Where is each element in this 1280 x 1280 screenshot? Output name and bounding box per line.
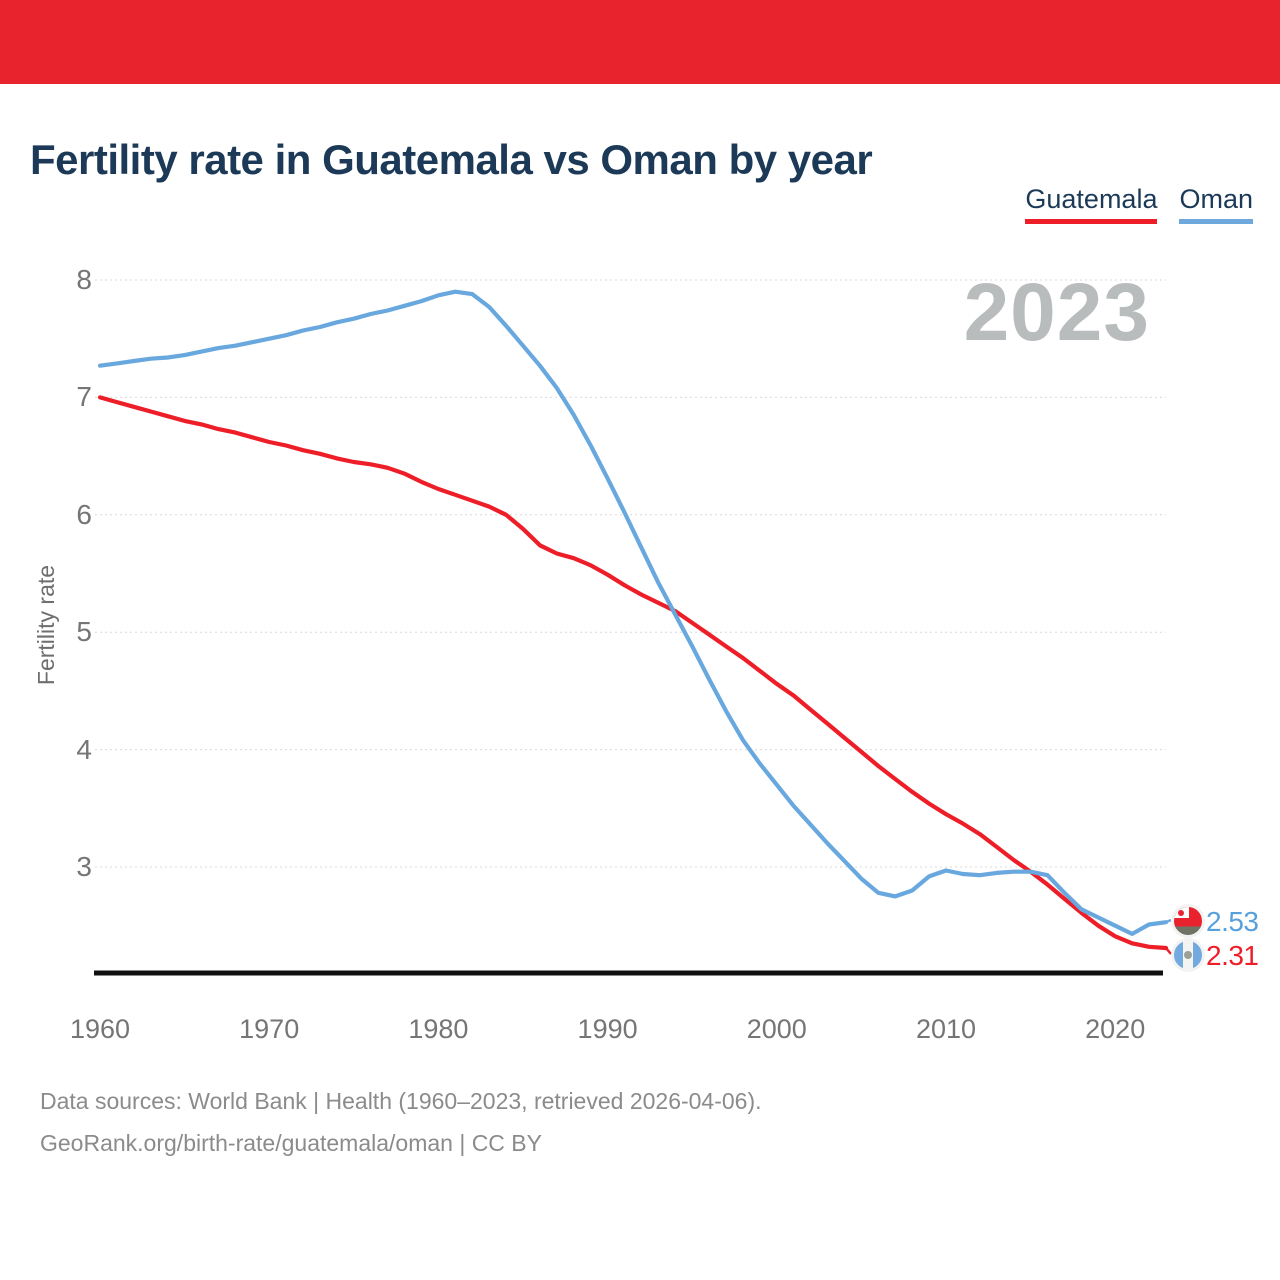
guatemala-end-value: 2.31 — [1206, 940, 1259, 971]
oman-end-value: 2.53 — [1206, 906, 1259, 937]
y-tick-label: 5 — [76, 616, 92, 648]
legend-label-oman: Oman — [1179, 184, 1253, 214]
top-banner — [0, 0, 1280, 84]
x-tick-label: 2010 — [915, 1014, 977, 1044]
x-tick-label: 1970 — [239, 1014, 300, 1044]
oman-flag-icon — [1171, 904, 1205, 938]
legend: Guatemala Oman — [1025, 184, 1253, 224]
chart-footer: Data sources: World Bank | Health (1960–… — [40, 1080, 762, 1164]
x-tick-label: 2020 — [1085, 1014, 1146, 1044]
x-tick-label: 1960 — [69, 1014, 131, 1044]
legend-label-guatemala: Guatemala — [1025, 184, 1158, 214]
year-watermark: 2023 — [963, 267, 1150, 358]
data-sources-note: Data sources: World Bank | Health (1960–… — [40, 1088, 762, 1114]
x-tick-label: 1990 — [577, 1014, 638, 1044]
guatemala-flag-emblem — [1184, 951, 1192, 959]
legend-item-guatemala[interactable]: Guatemala — [1025, 184, 1158, 224]
x-tick-label: 1980 — [408, 1014, 469, 1044]
guatemala-flag-icon — [1171, 938, 1205, 972]
page-title: Fertility rate in Guatemala vs Oman by y… — [30, 136, 873, 184]
y-tick-label: 4 — [76, 733, 92, 765]
y-tick-label: 6 — [76, 498, 92, 530]
x-tick-label: 2000 — [746, 1014, 807, 1044]
source-url-note: GeoRank.org/birth-rate/guatemala/oman | … — [40, 1130, 542, 1156]
y-tick-label: 3 — [76, 851, 92, 882]
legend-item-oman[interactable]: Oman — [1179, 184, 1253, 224]
y-tick-label: 7 — [76, 381, 92, 413]
legend-swatch-oman — [1179, 219, 1253, 224]
oman-flag-emblem — [1178, 910, 1184, 916]
legend-swatch-guatemala — [1025, 219, 1158, 224]
y-tick-label: 8 — [76, 264, 92, 295]
